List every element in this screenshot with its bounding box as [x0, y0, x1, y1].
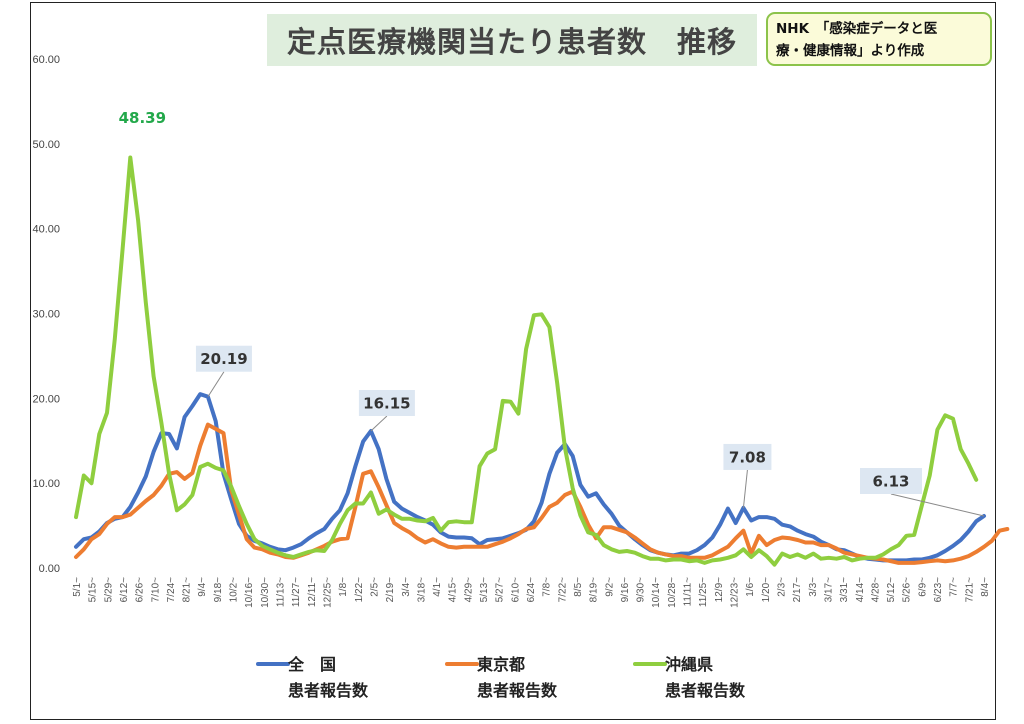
x-tick-label: 8/4~ — [980, 577, 991, 597]
series-line-okinawa — [74, 155, 979, 567]
source-note-line1: NHK 「感染症データと医 — [776, 21, 938, 37]
x-tick-label: 2/17~ — [792, 577, 803, 602]
x-tick-label: 5/15~ — [88, 577, 99, 602]
source-note-line2: 療・健康情報」より作成 — [776, 43, 925, 59]
y-axis: 0.00 10.00 20.00 30.00 40.00 50.00 60.00 — [32, 54, 60, 575]
x-tick-label: 7/7~ — [949, 577, 960, 597]
legend-sublabel: 患者報告数 — [665, 681, 746, 700]
y-tick-label: 20.00 — [32, 393, 60, 405]
x-tick-label: 10/2~ — [229, 577, 240, 602]
x-tick-label: 10/14~ — [651, 577, 662, 608]
callout-label: 7.08 — [729, 448, 766, 466]
x-tick-label: 2/5~ — [369, 577, 380, 597]
x-tick-label: 12/11~ — [307, 577, 318, 607]
x-tick-label: 6/9~ — [917, 577, 928, 597]
x-tick-label: 10/30~ — [260, 577, 271, 608]
y-tick-label: 50.00 — [32, 139, 60, 151]
callout-box — [358, 389, 415, 416]
callout-box — [723, 443, 772, 470]
x-tick-label: 4/28~ — [870, 577, 881, 602]
chart-title-box: 定点医療機関当たり患者数 推移 — [267, 14, 757, 66]
x-tick-label: 3/31~ — [839, 577, 850, 602]
x-tick-label: 3/4~ — [401, 577, 412, 597]
x-tick-label: 1/20~ — [761, 577, 772, 602]
x-tick-label: 9/30~ — [636, 577, 647, 602]
x-tick-label: 5/29~ — [103, 577, 114, 602]
x-tick-label: 2/19~ — [385, 577, 396, 602]
x-tick-label: 4/29~ — [463, 577, 474, 602]
x-axis: 5/1~ 5/15~ 5/29~ 6/12~ 6/26~ 7/10~ 7/24~ 8/21~ 9… — [72, 577, 991, 608]
x-tick-label: 2/3~ — [776, 577, 787, 597]
legend-label: 全 国 — [287, 655, 336, 674]
callout-leader — [742, 469, 748, 508]
legend-sublabel: 患者報告数 — [477, 681, 558, 700]
series-lines — [74, 155, 1010, 567]
legend-label: 沖縄県 — [665, 655, 713, 674]
x-tick-label: 6/26~ — [135, 577, 146, 602]
callout-label: 20.19 — [200, 350, 247, 368]
y-tick-label: 60.00 — [32, 54, 60, 66]
x-tick-label: 5/27~ — [495, 577, 506, 602]
x-tick-label: 12/25~ — [322, 577, 333, 608]
x-tick-label: 4/15~ — [448, 577, 459, 602]
x-tick-label: 3/17~ — [823, 577, 834, 602]
x-tick-label: 8/5~ — [573, 577, 584, 597]
x-tick-label: 9/16~ — [620, 577, 631, 602]
x-tick-label: 7/8~ — [542, 577, 553, 597]
x-tick-label: 11/27~ — [291, 577, 302, 607]
x-tick-label: 5/1~ — [72, 577, 83, 597]
callouts: 48.39 20.19 16.15 7.08 6.13 — [119, 109, 985, 517]
x-tick-label: 7/24~ — [166, 577, 177, 602]
x-tick-label: 12/9~ — [714, 577, 725, 602]
callout-label: 6.13 — [872, 472, 909, 490]
x-tick-label: 11/11~ — [683, 577, 694, 607]
y-tick-label: 40.00 — [32, 224, 60, 236]
x-tick-label: 7/22~ — [557, 577, 568, 602]
callout-leader — [370, 415, 388, 432]
x-tick-label: 1/6~ — [745, 577, 756, 597]
x-tick-label: 6/23~ — [933, 577, 944, 602]
x-tick-label: 7/21~ — [964, 577, 975, 602]
x-tick-label: 11/13~ — [276, 577, 287, 607]
callout-label: 48.39 — [119, 109, 166, 127]
x-tick-label: 11/25~ — [698, 577, 709, 607]
x-tick-label: 7/10~ — [150, 577, 161, 602]
callout-box — [860, 467, 922, 494]
x-tick-label: 3/3~ — [808, 577, 819, 597]
x-tick-label: 6/24~ — [526, 577, 537, 602]
x-tick-label: 6/10~ — [510, 577, 521, 602]
x-tick-label: 10/28~ — [667, 577, 678, 608]
x-tick-label: 10/16~ — [244, 577, 255, 608]
y-tick-label: 0.00 — [39, 563, 60, 575]
x-tick-label: 5/26~ — [902, 577, 913, 602]
series-line-national — [74, 392, 986, 563]
source-note: NHK 「感染症データと医 療・健康情報」より作成 — [766, 12, 992, 66]
y-tick-label: 10.00 — [32, 478, 60, 490]
x-tick-label: 9/4~ — [197, 577, 208, 597]
x-tick-label: 12/23~ — [730, 577, 741, 608]
callout-box — [195, 345, 252, 372]
x-tick-label: 5/12~ — [886, 577, 897, 602]
x-tick-label: 3/18~ — [416, 577, 427, 602]
callout-leader — [207, 371, 225, 397]
legend-label: 東京都 — [477, 655, 525, 674]
x-tick-label: 9/18~ — [213, 577, 224, 602]
legend-sublabel: 患者報告数 — [288, 681, 369, 700]
callout-leader — [890, 493, 985, 517]
x-tick-label: 5/13~ — [479, 577, 490, 602]
x-tick-label: 6/12~ — [119, 577, 130, 602]
callout-label: 16.15 — [363, 394, 410, 412]
x-tick-label: 4/14~ — [855, 577, 866, 602]
x-tick-label: 8/21~ — [182, 577, 193, 602]
x-tick-label: 9/2~ — [604, 577, 615, 597]
chart-title: 定点医療機関当たり患者数 推移 — [286, 25, 737, 59]
x-tick-label: 1/8~ — [338, 577, 349, 597]
x-tick-label: 8/19~ — [589, 577, 600, 602]
chart-frame — [30, 2, 996, 720]
x-tick-label: 4/1~ — [432, 577, 443, 597]
y-tick-label: 30.00 — [32, 309, 60, 321]
x-tick-label: 1/22~ — [354, 577, 365, 602]
